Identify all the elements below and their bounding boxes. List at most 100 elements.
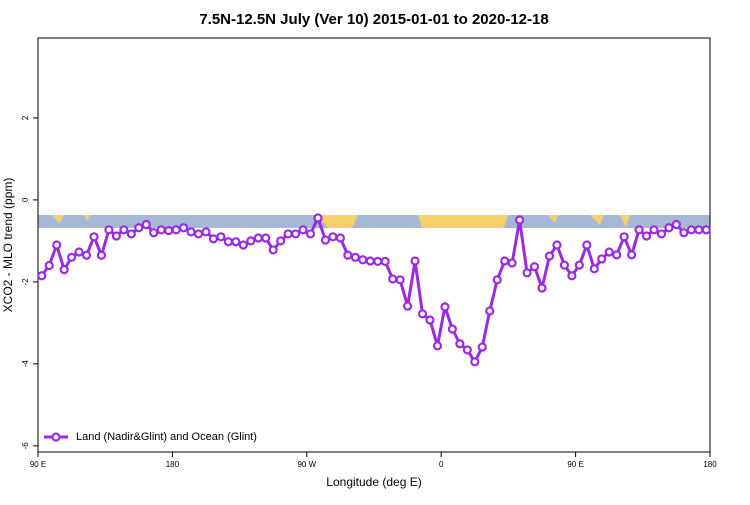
data-point (664, 223, 674, 233)
data-point (37, 271, 47, 281)
data-point (104, 225, 114, 235)
y-tick-label: 2 (21, 115, 30, 120)
data-point (276, 236, 286, 246)
data-point (656, 229, 667, 239)
data-point (238, 240, 248, 250)
data-point (514, 215, 525, 225)
data-point (253, 233, 263, 243)
data-point (134, 223, 144, 233)
legend-label: Land (Nadir&Glint) and Ocean (Glint) (76, 431, 257, 443)
data-point (567, 271, 577, 281)
data-point (410, 256, 420, 266)
data-point (671, 219, 682, 230)
data-point (193, 229, 204, 239)
data-point (74, 247, 84, 257)
data-point (388, 274, 398, 284)
data-point (619, 232, 629, 242)
data-point (477, 342, 487, 352)
data-point (470, 357, 480, 367)
data-point (298, 225, 308, 235)
x-tick-label: 180 (166, 460, 180, 469)
data-point (81, 250, 92, 260)
data-point (455, 339, 465, 349)
data-point (507, 258, 517, 268)
data-point (679, 228, 689, 238)
chart-title: 7.5N-12.5N July (Ver 10) 2015-01-01 to 2… (199, 11, 548, 28)
data-point (268, 245, 278, 255)
data-point (612, 250, 622, 260)
data-point (604, 247, 614, 257)
data-point (358, 255, 368, 265)
data-point (634, 225, 644, 235)
x-axis-label: Longitude (deg E) (326, 475, 421, 489)
data-point (313, 213, 323, 223)
data-point (462, 345, 472, 355)
legend: Land (Nadir&Glint) and Ocean (Glint) (44, 431, 257, 443)
data-point (403, 301, 413, 311)
data (37, 213, 711, 367)
data-point (552, 240, 562, 250)
data-point (417, 309, 428, 319)
data-point (216, 232, 226, 242)
data-point (164, 226, 174, 236)
data-point (589, 264, 599, 274)
land-patches (52, 215, 630, 228)
data-point (522, 268, 532, 278)
data-point (485, 306, 495, 316)
data-point (447, 324, 457, 334)
data-point (305, 229, 316, 239)
y-tick-label: -2 (21, 278, 30, 286)
y-tick-label: -4 (21, 360, 30, 368)
x-tick-label: 90 E (30, 460, 46, 469)
data-point (291, 229, 301, 239)
data-point (649, 225, 659, 235)
data-point (59, 264, 69, 275)
axes: 90 E 180 90 W 0 90 E 180 -6 -4 -2 0 2 (21, 115, 717, 469)
data-point (641, 231, 652, 241)
data-point (119, 225, 129, 235)
data-point (500, 256, 510, 266)
data-point (425, 315, 435, 325)
data-point (89, 232, 99, 242)
data-point (96, 250, 107, 260)
data-point (701, 225, 711, 235)
data-point (126, 229, 136, 239)
x-tick-label: 90 W (297, 460, 316, 469)
data-point (223, 237, 233, 247)
data-point (208, 234, 219, 244)
series-line (40, 213, 707, 365)
y-axis-label: XCO2 - MLO trend (ppm) (1, 178, 15, 313)
data-point (686, 225, 696, 235)
data-point (261, 233, 271, 243)
data-point (141, 219, 151, 230)
data-point (529, 262, 540, 272)
data-point (179, 223, 189, 233)
legend-marker (51, 432, 61, 442)
data-point (626, 250, 637, 260)
data-point (582, 240, 592, 250)
data-point (343, 250, 353, 260)
data-point (694, 225, 704, 235)
data-point (574, 260, 584, 270)
data-point (492, 275, 502, 285)
data-point (373, 256, 383, 266)
data-point (440, 302, 450, 312)
ocean-band (38, 215, 710, 228)
data-point (156, 225, 166, 235)
data-point (432, 341, 443, 351)
data-point (44, 260, 54, 271)
data-point (365, 256, 375, 266)
data-point (246, 236, 256, 246)
data-point (350, 252, 360, 262)
y-tick-label: -6 (21, 442, 30, 450)
data-point (52, 240, 62, 250)
y-tick-label: 0 (21, 197, 30, 202)
data-point (186, 227, 196, 237)
data-point (320, 235, 331, 245)
x-tick-label: 0 (439, 460, 444, 469)
data-point (335, 233, 345, 243)
data-point (171, 225, 181, 235)
data-point (328, 232, 338, 242)
plot-frame (37, 37, 711, 453)
